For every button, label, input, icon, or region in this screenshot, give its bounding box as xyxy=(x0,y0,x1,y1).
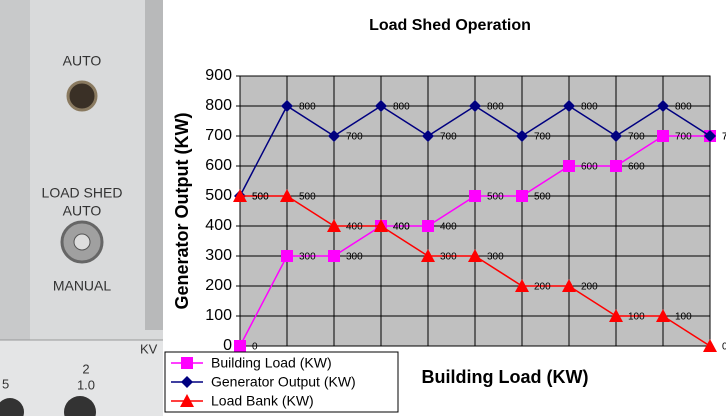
data-label: 200 xyxy=(581,282,598,293)
marker xyxy=(563,100,575,112)
marker xyxy=(280,189,294,202)
y-tick-label: 900 xyxy=(205,67,232,84)
y-tick-label: 300 xyxy=(205,247,232,264)
y-tick-label: 700 xyxy=(205,127,232,144)
marker xyxy=(422,220,434,232)
marker xyxy=(421,249,435,262)
panel-label: MANUAL xyxy=(53,278,112,294)
y-tick-label: 400 xyxy=(205,217,232,234)
data-label: 700 xyxy=(722,132,726,143)
data-label: 500 xyxy=(299,192,316,203)
toggle-lever xyxy=(73,233,91,251)
marker xyxy=(328,250,340,262)
y-axis-title: Generator Output (KW) xyxy=(172,113,192,310)
legend-label: Load Bank (KW) xyxy=(211,393,314,409)
marker xyxy=(469,190,481,202)
marker xyxy=(374,219,388,232)
data-label: 800 xyxy=(487,102,504,113)
data-label: 600 xyxy=(628,162,645,173)
data-label: 400 xyxy=(346,222,363,233)
data-label: 800 xyxy=(299,102,316,113)
legend-marker xyxy=(181,357,193,369)
data-label: 200 xyxy=(534,282,551,293)
legend-marker xyxy=(181,376,193,388)
marker xyxy=(328,130,340,142)
chart-title: Load Shed Operation xyxy=(369,17,531,34)
marker xyxy=(656,309,670,322)
panel-label: 2 xyxy=(82,361,89,376)
y-tick-label: 200 xyxy=(205,277,232,294)
panel-label: AUTO xyxy=(63,203,102,219)
data-label: 700 xyxy=(440,132,457,143)
marker xyxy=(610,160,622,172)
data-label: 0 xyxy=(252,342,258,353)
data-label: 300 xyxy=(299,252,316,263)
legend-marker xyxy=(180,394,194,407)
data-label: 700 xyxy=(675,132,692,143)
data-label: 400 xyxy=(393,222,410,233)
panel-label: KV xyxy=(140,341,158,356)
data-label: 500 xyxy=(534,192,551,203)
y-tick-label: 500 xyxy=(205,187,232,204)
marker xyxy=(657,100,669,112)
marker xyxy=(609,309,623,322)
marker xyxy=(375,100,387,112)
panel-label: 5 xyxy=(2,376,9,391)
marker xyxy=(422,130,434,142)
panel-label: AUTO xyxy=(63,53,102,69)
legend-box xyxy=(164,351,399,413)
y-tick-label: 600 xyxy=(205,157,232,174)
meter-knob xyxy=(64,396,96,416)
marker xyxy=(281,100,293,112)
legend-label: Generator Output (KW) xyxy=(211,374,356,390)
marker xyxy=(468,249,482,262)
data-label: 300 xyxy=(346,252,363,263)
marker xyxy=(233,189,247,202)
data-label: 100 xyxy=(628,312,645,323)
marker xyxy=(562,279,576,292)
marker xyxy=(516,190,528,202)
data-label: 700 xyxy=(628,132,645,143)
panel-frame xyxy=(145,0,163,330)
legend-label: Building Load (KW) xyxy=(211,355,332,371)
marker xyxy=(516,130,528,142)
panel-label: 1.0 xyxy=(77,377,95,392)
data-label: 600 xyxy=(581,162,598,173)
data-label: 800 xyxy=(393,102,410,113)
marker xyxy=(234,340,246,352)
data-label: 400 xyxy=(393,222,410,233)
panel-label: LOAD SHED xyxy=(42,185,123,201)
marker xyxy=(327,219,341,232)
data-label: 500 xyxy=(252,192,269,203)
indicator-lamp xyxy=(66,80,98,112)
data-label: 500 xyxy=(487,192,504,203)
marker xyxy=(469,100,481,112)
marker xyxy=(281,250,293,262)
meter-knob xyxy=(0,398,24,416)
data-label: 0 xyxy=(722,342,726,353)
y-tick-label: 800 xyxy=(205,97,232,114)
data-label: 500 xyxy=(252,192,269,203)
data-label: 300 xyxy=(440,252,457,263)
marker xyxy=(703,339,717,352)
data-label: 100 xyxy=(675,312,692,323)
y-tick-label: 0 xyxy=(223,337,232,354)
data-label: 300 xyxy=(487,252,504,263)
marker xyxy=(704,130,716,142)
y-tick-label: 100 xyxy=(205,307,232,324)
marker xyxy=(610,130,622,142)
data-label: 400 xyxy=(440,222,457,233)
marker xyxy=(515,279,529,292)
data-label: 700 xyxy=(346,132,363,143)
x-axis-title: Building Load (KW) xyxy=(422,367,589,387)
data-label: 800 xyxy=(675,102,692,113)
data-label: 700 xyxy=(722,132,726,143)
data-label: 700 xyxy=(534,132,551,143)
data-label: 800 xyxy=(581,102,598,113)
marker xyxy=(563,160,575,172)
marker xyxy=(657,130,669,142)
